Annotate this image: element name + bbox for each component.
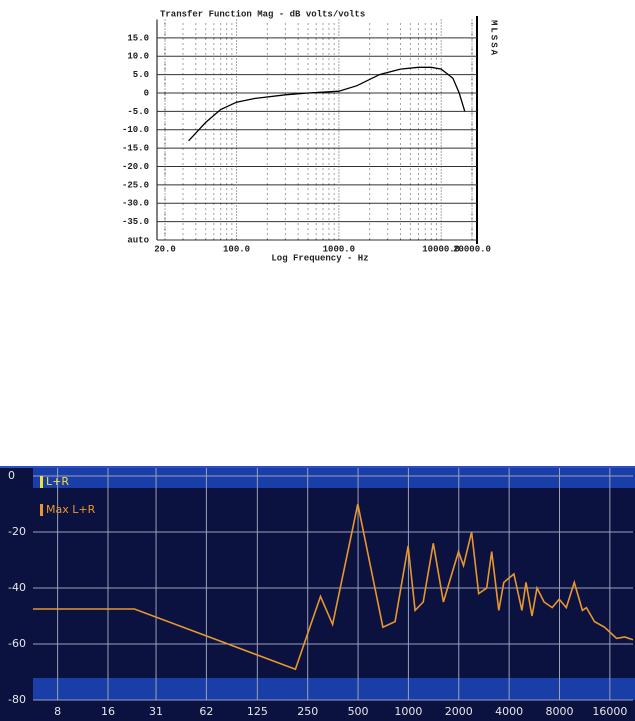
x-tick-label: 100.0 [223, 244, 250, 254]
x-tick-label: 1000.0 [323, 244, 355, 254]
legend-swatch [40, 476, 43, 488]
y-tick-label: -25.0 [122, 180, 149, 190]
y-tick-label: -30.0 [122, 199, 149, 209]
band [0, 466, 635, 468]
y-tick-label: 10.0 [127, 52, 149, 62]
y-tick-label: -80 [8, 693, 26, 706]
y-tick-label: -10.0 [122, 125, 149, 135]
x-tick-label: 125 [247, 705, 268, 718]
x-tick-label: 31 [149, 705, 163, 718]
x-tick-label: 8 [54, 705, 61, 718]
y-tick-label: -20.0 [122, 162, 149, 172]
legend-label: Max L+R [46, 503, 96, 516]
y-tick-label: -5.0 [127, 107, 149, 117]
y-tick-label: -15.0 [122, 144, 149, 154]
y-tick-label: auto [127, 235, 149, 245]
x-tick-label: 250 [297, 705, 318, 718]
y-tick-label: 15.0 [127, 33, 149, 43]
side-label: MLSSA [489, 20, 499, 57]
x-tick-label: 8000 [546, 705, 574, 718]
y-tick-label: -20 [8, 525, 26, 538]
y-tick-label: -60 [8, 637, 26, 650]
x-axis-label: Log Frequency - Hz [271, 253, 368, 263]
y-tick-label: -35.0 [122, 217, 149, 227]
y-tick-label: 5.0 [133, 70, 149, 80]
x-tick-label: 16000 [592, 705, 627, 718]
x-tick-label: 10000.0 [422, 244, 460, 254]
band [33, 678, 635, 700]
y-tick-label: -40 [8, 581, 26, 594]
band [33, 468, 635, 488]
x-tick-label: 62 [199, 705, 213, 718]
x-tick-label: 500 [348, 705, 369, 718]
series-line [33, 503, 634, 671]
chart2: -80 -60 -40 -20 0 8 16 31 62 125 250 500 1000 2000 400… [0, 466, 635, 718]
chart1: Transfer Function Mag - dB volts/volts Lo… [122, 9, 499, 263]
y-tick-label: 0 [8, 469, 15, 482]
x-tick-label: 20.0 [154, 244, 176, 254]
x-tick-label: 20000.0 [453, 244, 491, 254]
x-tick-label: 1000 [394, 705, 422, 718]
legend-label: L+R [46, 475, 69, 488]
y-tick-label: 0 [144, 88, 149, 98]
series-line [188, 66, 466, 142]
legend-swatch [40, 504, 43, 516]
x-tick-label: 2000 [445, 705, 473, 718]
chart-title: Transfer Function Mag - dB volts/volts [160, 9, 365, 19]
x-tick-label: 16 [101, 705, 115, 718]
x-tick-label: 4000 [495, 705, 523, 718]
